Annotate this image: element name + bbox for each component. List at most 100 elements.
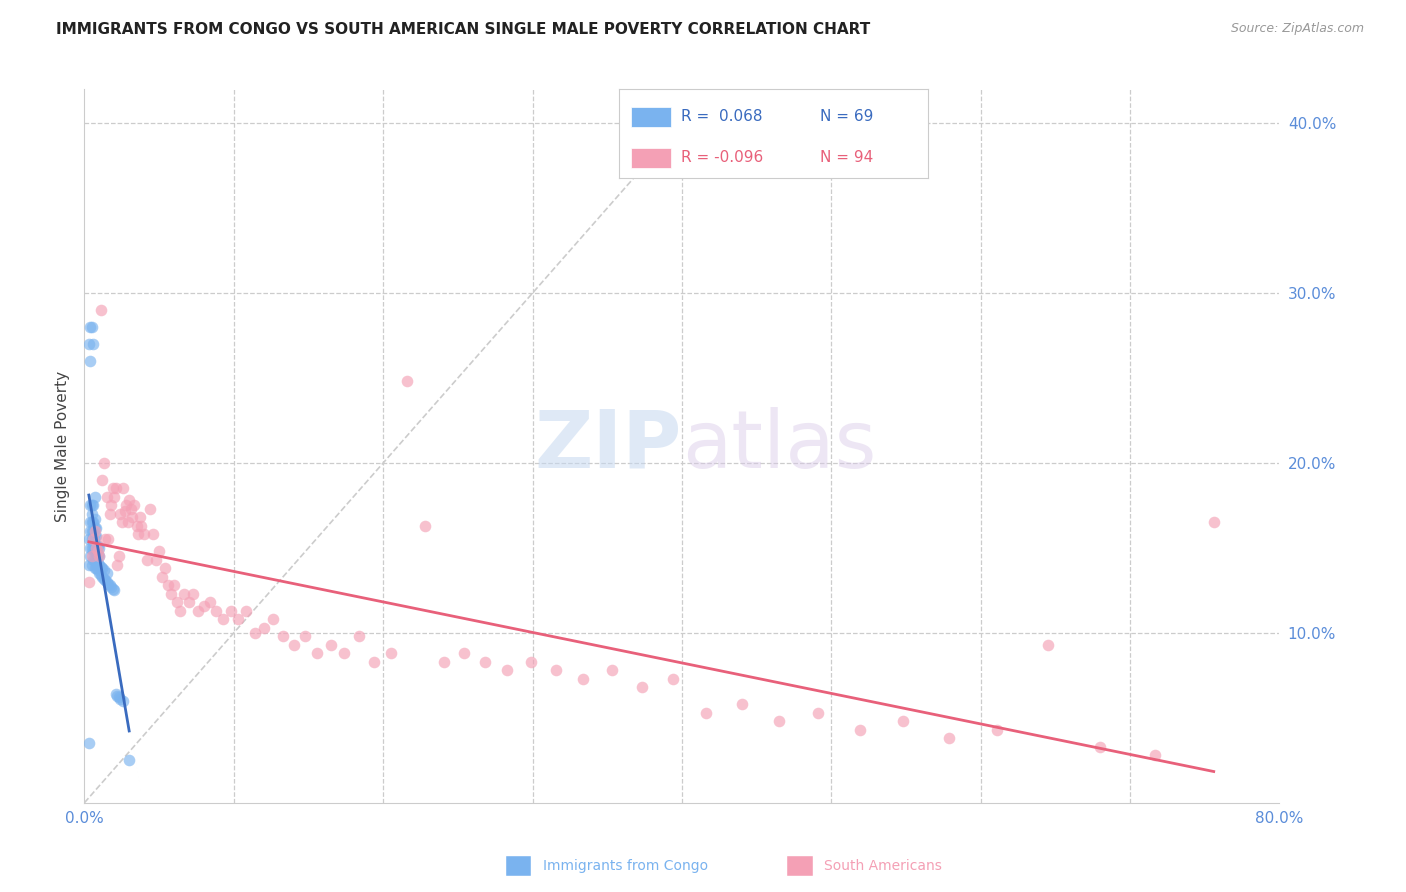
Point bbox=[163, 578, 186, 592]
Point bbox=[93, 563, 115, 577]
Point bbox=[103, 490, 125, 504]
Point bbox=[83, 544, 105, 558]
Point bbox=[183, 587, 205, 601]
Point bbox=[520, 655, 543, 669]
Text: R = -0.096: R = -0.096 bbox=[681, 151, 762, 165]
Point bbox=[848, 723, 870, 737]
Point bbox=[243, 626, 266, 640]
Point bbox=[79, 516, 101, 530]
Point bbox=[83, 524, 105, 538]
Point bbox=[93, 572, 115, 586]
Point bbox=[89, 558, 111, 572]
Point bbox=[105, 558, 128, 572]
Point bbox=[129, 519, 152, 533]
Point bbox=[82, 516, 104, 530]
Point bbox=[177, 595, 200, 609]
Point bbox=[89, 541, 111, 555]
Point bbox=[80, 524, 103, 538]
Point bbox=[160, 587, 183, 601]
Point bbox=[145, 553, 167, 567]
Point bbox=[89, 566, 111, 581]
Point bbox=[110, 692, 132, 706]
Point bbox=[83, 512, 105, 526]
Point bbox=[79, 524, 101, 538]
Point bbox=[79, 549, 101, 564]
Point bbox=[104, 687, 127, 701]
Point bbox=[453, 646, 475, 660]
Point bbox=[82, 533, 104, 547]
Point bbox=[1144, 748, 1167, 763]
Point bbox=[82, 537, 104, 551]
Point bbox=[86, 546, 108, 560]
Point bbox=[396, 375, 419, 389]
Point bbox=[768, 714, 790, 729]
Point bbox=[380, 646, 402, 660]
Point bbox=[80, 533, 103, 547]
Point bbox=[77, 574, 100, 589]
Point bbox=[153, 561, 176, 575]
Point bbox=[262, 612, 284, 626]
Point bbox=[413, 519, 436, 533]
Point bbox=[169, 604, 191, 618]
Point bbox=[80, 516, 103, 530]
Point bbox=[79, 541, 101, 555]
Point bbox=[731, 698, 754, 712]
Point bbox=[101, 482, 124, 496]
Point bbox=[91, 570, 114, 584]
Point bbox=[120, 501, 142, 516]
Point bbox=[87, 556, 110, 570]
Point bbox=[83, 529, 105, 543]
Point bbox=[173, 587, 195, 601]
Point bbox=[1090, 739, 1112, 754]
Point bbox=[157, 578, 180, 592]
Point bbox=[83, 553, 105, 567]
Text: atlas: atlas bbox=[682, 407, 876, 485]
Point bbox=[80, 499, 103, 513]
Point bbox=[125, 519, 148, 533]
Point bbox=[235, 604, 257, 618]
Point bbox=[86, 561, 108, 575]
Text: South Americans: South Americans bbox=[824, 859, 942, 873]
Point bbox=[82, 553, 104, 567]
Point bbox=[271, 629, 294, 643]
Point bbox=[97, 533, 120, 547]
Point bbox=[79, 499, 101, 513]
Bar bbox=[631, 107, 671, 127]
Point bbox=[98, 578, 121, 592]
Point bbox=[104, 482, 127, 496]
Point bbox=[695, 706, 717, 720]
Point bbox=[1202, 516, 1225, 530]
Point bbox=[112, 694, 135, 708]
Text: ZIP: ZIP bbox=[534, 407, 682, 485]
Point bbox=[91, 473, 114, 487]
Point bbox=[319, 638, 342, 652]
Point bbox=[600, 663, 623, 677]
Point bbox=[105, 689, 128, 703]
Point bbox=[79, 320, 101, 334]
Point bbox=[107, 690, 129, 705]
Point bbox=[100, 580, 122, 594]
Point bbox=[82, 499, 104, 513]
Point bbox=[198, 595, 221, 609]
Point bbox=[630, 680, 652, 694]
Point bbox=[83, 537, 105, 551]
Point bbox=[139, 501, 162, 516]
Point bbox=[205, 604, 228, 618]
Point bbox=[98, 507, 121, 521]
Text: R =  0.068: R = 0.068 bbox=[681, 110, 762, 124]
Point bbox=[80, 320, 103, 334]
Point bbox=[212, 612, 235, 626]
Point bbox=[82, 524, 104, 538]
Point bbox=[283, 638, 305, 652]
Point bbox=[226, 612, 249, 626]
Point bbox=[80, 507, 103, 521]
Point bbox=[89, 549, 111, 564]
Point bbox=[166, 595, 188, 609]
Point bbox=[148, 544, 170, 558]
Point bbox=[1036, 638, 1059, 652]
Y-axis label: Single Male Poverty: Single Male Poverty bbox=[55, 370, 70, 522]
Text: IMMIGRANTS FROM CONGO VS SOUTH AMERICAN SINGLE MALE POVERTY CORRELATION CHART: IMMIGRANTS FROM CONGO VS SOUTH AMERICAN … bbox=[56, 22, 870, 37]
Point bbox=[96, 566, 118, 581]
Point bbox=[87, 539, 110, 553]
Text: N = 94: N = 94 bbox=[820, 151, 873, 165]
